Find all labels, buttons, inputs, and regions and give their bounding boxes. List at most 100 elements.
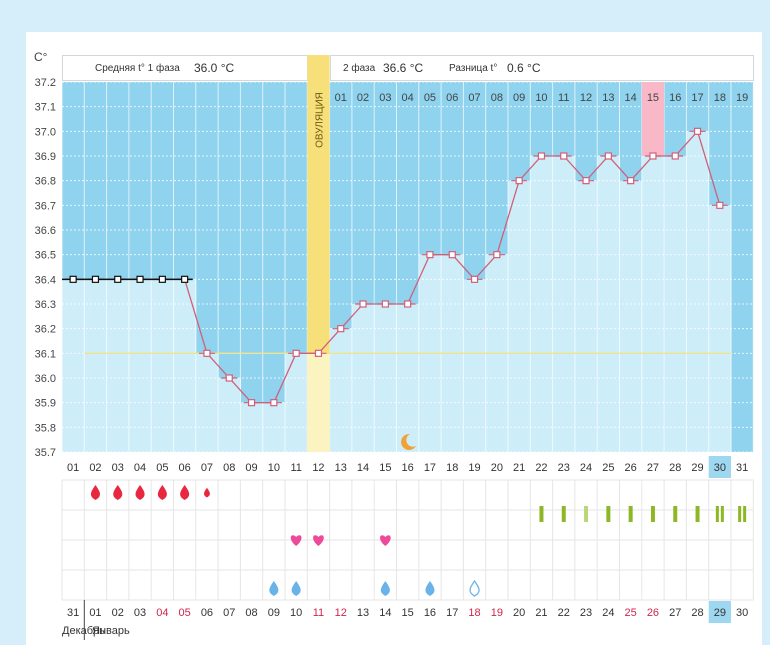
temperature-point [114,275,122,283]
temperature-fill-column [641,156,665,452]
moon-icon [401,433,416,450]
y-tick-label: 36.8 [35,176,56,188]
x-date-label: 29 [691,462,703,474]
diff-label: Разница t° [449,63,498,74]
temperature-point [448,251,456,259]
temperature-point [247,399,256,407]
phase2-day-label: 18 [714,92,726,104]
y-tick-label: 36.4 [35,274,56,286]
x-date-label: 11 [290,462,301,474]
y-tick-label: 36.7 [35,200,56,212]
temperature-point [181,275,189,283]
calendar-day-label: 16 [424,607,436,619]
x-date-label: 21 [513,462,525,474]
symptom-bar-icon [715,506,719,522]
temperature-fill-column [508,180,531,452]
temperature-point [69,275,77,283]
phase2-day-label: 16 [669,92,681,104]
x-date-label: 15 [379,462,391,474]
x-date-label: 24 [580,462,592,474]
symptom-bar-icon [561,506,566,522]
calendar-day-label: 07 [223,607,235,619]
temperature-fill-column [708,205,732,452]
temperature-fill-column [374,304,397,452]
temperature-point [359,300,367,308]
blood-drop-icon [204,487,210,498]
temperature-point [537,152,546,160]
symptom-bar-icon [628,506,633,522]
y-tick-label: 36.1 [35,348,56,360]
blood-drop-icon [135,485,145,500]
temperature-fill-column [128,279,152,452]
heart-icon [379,535,391,546]
highlighted-day-column [641,82,665,156]
phase2-day-label: 19 [736,92,748,104]
temperature-point [671,152,679,160]
x-date-label: 04 [134,462,146,474]
water-drop-icon [380,581,390,596]
y-tick-label: 36.5 [35,250,56,262]
x-date-label: 22 [535,462,547,474]
calendar-day-label: 10 [290,607,302,619]
symptom-bar-icon [695,506,700,522]
x-date-label: 10 [268,462,280,474]
temperature-point [693,127,702,135]
phase2-label: 2 фаза [343,63,376,74]
x-date-label: 19 [468,462,480,474]
y-tick-label: 36.0 [35,373,56,385]
x-date-label: 02 [89,462,101,474]
x-date-label: 26 [625,462,637,474]
y-tick-label: 37.0 [35,126,56,138]
y-tick-label: 36.9 [35,151,56,163]
y-tick-label: 36.3 [35,299,56,311]
temperature-fill-column [597,156,620,452]
blood-drop-icon [90,485,100,500]
y-tick-label: 35.9 [35,398,56,410]
temperature-fill-column [530,156,554,452]
x-date-label: 28 [669,462,681,474]
x-date-label: 23 [558,462,570,474]
temperature-point [381,300,389,308]
calendar-day-label: 18 [468,607,480,619]
phase2-day-label: 14 [625,92,637,104]
blood-drop-icon [180,485,190,500]
x-date-label: 14 [357,462,369,474]
phase2-day-label: 04 [402,92,414,104]
water-drop-icon [425,581,435,596]
ovulation-band-lower [307,353,330,452]
temperature-fill-column [285,353,308,452]
calendar-day-label: 28 [691,607,703,619]
calendar-day-label: 22 [558,607,570,619]
x-date-label: 31 [736,462,748,474]
calendar-day-label: 26 [647,607,659,619]
temperature-point [337,325,345,333]
calendar-day-label: 17 [446,607,458,619]
phase2-day-label: 01 [335,92,347,104]
phase2-day-label: 15 [647,92,659,104]
calendar-day-label: 12 [335,607,347,619]
y-tick-label: 35.8 [35,422,56,434]
x-date-label: 03 [112,462,124,474]
temperature-fill-column [463,279,487,452]
y-tick-label: 36.6 [35,225,56,237]
temperature-point [292,349,300,357]
blood-drop-icon [113,485,123,500]
y-tick-label: 36.2 [35,324,56,336]
temperature-fill-column [619,180,643,452]
phase2-day-label: 07 [468,92,480,104]
phase2-day-label: 03 [379,92,391,104]
symptom-bar-icon [650,506,655,522]
calendar-day-label: 08 [245,607,257,619]
calendar-day-label: 29 [714,607,726,619]
phase2-day-label: 10 [535,92,547,104]
y-tick-label: 37.1 [35,102,56,114]
x-date-label: 12 [312,462,324,474]
calendar-day-label: 11 [313,607,324,619]
x-date-label: 16 [402,462,414,474]
phase1-header: Средняя t° 1 фаза 36.0 °C [62,55,308,81]
calendar-day-label: 19 [491,607,503,619]
water-drop-icon [469,579,480,597]
symptom-bar-icon [673,506,678,522]
calendar-day-label: 05 [179,607,191,619]
symptom-bar-icon [606,506,611,522]
